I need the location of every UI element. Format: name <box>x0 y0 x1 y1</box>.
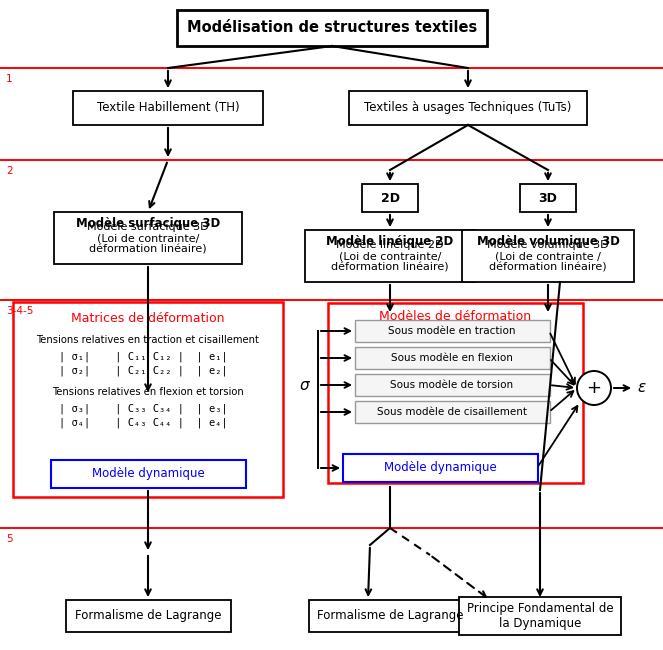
Text: Modèle volumique 3D: Modèle volumique 3D <box>477 235 619 248</box>
Bar <box>54 212 242 264</box>
Text: Textiles à usages Techniques (TuTs): Textiles à usages Techniques (TuTs) <box>364 101 572 114</box>
Text: σ: σ <box>299 378 309 393</box>
Circle shape <box>577 371 611 405</box>
Text: Modèle surfacique 3D: Modèle surfacique 3D <box>76 218 220 231</box>
Text: Modèle dynamique: Modèle dynamique <box>384 462 497 474</box>
Bar <box>328 303 583 483</box>
Text: Textile Habillement (TH): Textile Habillement (TH) <box>97 101 239 114</box>
Text: Tensions relatives en flexion et torsion: Tensions relatives en flexion et torsion <box>52 387 244 397</box>
Bar <box>355 374 550 396</box>
Bar <box>305 230 475 282</box>
Text: Modélisation de structures textiles: Modélisation de structures textiles <box>187 21 477 36</box>
Text: 5: 5 <box>6 534 13 544</box>
Bar <box>51 460 246 488</box>
Text: | σ₁|    | C₁₁ C₁₂ |  | e₁|: | σ₁| | C₁₁ C₁₂ | | e₁| <box>58 352 227 362</box>
Bar <box>13 302 283 497</box>
Bar <box>520 184 576 212</box>
Text: | σ₄|    | C₄₃ C₄₄ |  | e₄|: | σ₄| | C₄₃ C₄₄ | | e₄| <box>58 418 227 428</box>
Text: | σ₃|    | C₃₃ C₃₄ |  | e₃|: | σ₃| | C₃₃ C₃₄ | | e₃| <box>58 404 227 414</box>
Bar <box>355 347 550 369</box>
Bar <box>349 91 587 125</box>
Text: Modèle volumique 3D
(Loi de contrainte /
déformation linéaire): Modèle volumique 3D (Loi de contrainte /… <box>487 239 609 273</box>
Bar <box>177 10 487 46</box>
Text: Modèle surfacique 3D
(Loi de contrainte/
déformation linéaire): Modèle surfacique 3D (Loi de contrainte/… <box>88 221 209 255</box>
Text: Matrices de déformation: Matrices de déformation <box>71 311 225 324</box>
Text: 3D: 3D <box>538 192 558 205</box>
Text: Tensions relatives en traction et cisaillement: Tensions relatives en traction et cisail… <box>36 335 259 345</box>
Text: ε: ε <box>638 380 646 395</box>
Text: Principe Fondamental de
la Dynamique: Principe Fondamental de la Dynamique <box>467 602 613 630</box>
Bar <box>355 401 550 423</box>
Text: Modèle linéique 2D
(Loi de contrainte/
déformation linéaire): Modèle linéique 2D (Loi de contrainte/ d… <box>332 239 449 273</box>
Text: Modèle linéique 2D: Modèle linéique 2D <box>326 235 453 248</box>
Bar <box>66 600 231 632</box>
Text: Modèle dynamique: Modèle dynamique <box>91 467 204 480</box>
Bar <box>343 454 538 482</box>
Bar <box>309 600 471 632</box>
Text: Sous modèle de torsion: Sous modèle de torsion <box>391 380 514 390</box>
Text: 2D: 2D <box>381 192 400 205</box>
Text: | σ₂|    | C₂₁ C₂₂ |  | e₂|: | σ₂| | C₂₁ C₂₂ | | e₂| <box>58 366 227 376</box>
Text: Sous modèle en flexion: Sous modèle en flexion <box>391 353 513 363</box>
Bar <box>459 597 621 635</box>
Text: Modèles de déformation: Modèles de déformation <box>379 311 531 324</box>
Text: 3-4-5: 3-4-5 <box>6 306 33 316</box>
Text: +: + <box>587 379 601 397</box>
Text: 2: 2 <box>6 166 13 176</box>
Text: Formalisme de Lagrange: Formalisme de Lagrange <box>317 610 463 623</box>
Bar <box>462 230 634 282</box>
Text: 1: 1 <box>6 74 13 84</box>
Bar <box>362 184 418 212</box>
Bar <box>73 91 263 125</box>
Text: Sous modèle de cisaillement: Sous modèle de cisaillement <box>377 407 527 417</box>
Text: Formalisme de Lagrange: Formalisme de Lagrange <box>75 610 221 623</box>
Bar <box>355 320 550 342</box>
Text: Sous modèle en traction: Sous modèle en traction <box>389 326 516 336</box>
